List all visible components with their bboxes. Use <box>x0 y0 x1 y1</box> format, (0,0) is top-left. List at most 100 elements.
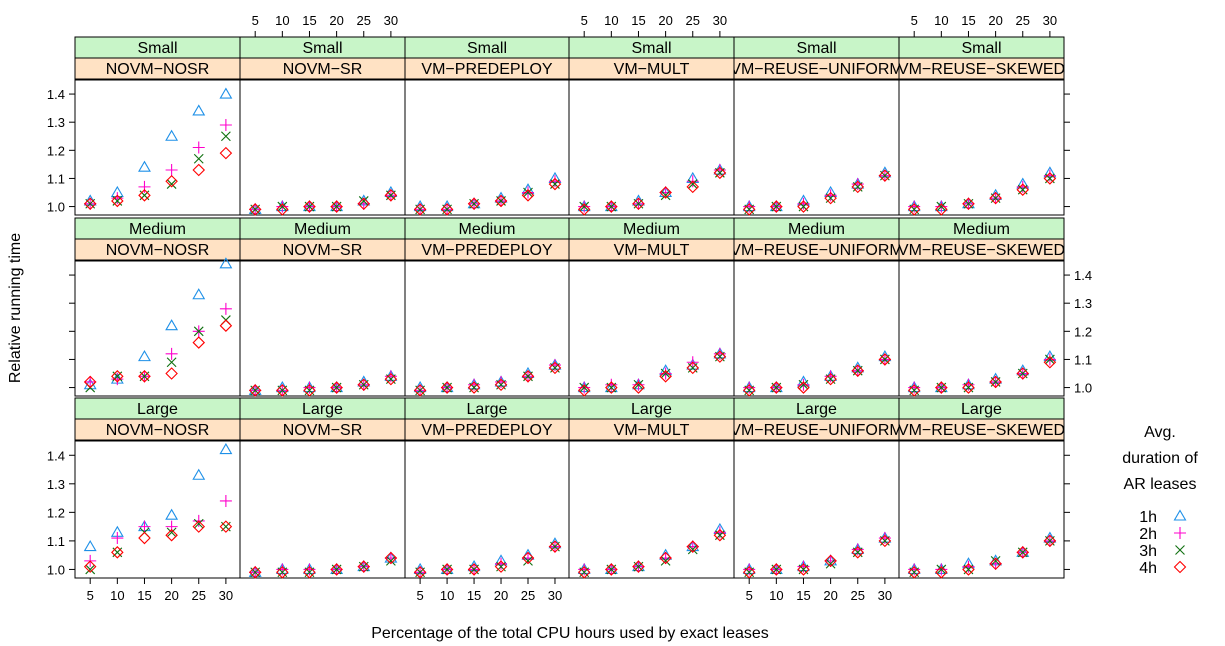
point-4h-x10 <box>440 203 454 216</box>
panel-large-novm-sr: Large NOVM−SR <box>239 397 406 579</box>
panel-frame <box>239 440 406 579</box>
y-tick-label: 1.2 <box>1074 324 1092 339</box>
point-3h-x20 <box>825 558 836 569</box>
size-strip-label: Large <box>631 401 672 418</box>
point-1h-x20 <box>165 319 179 331</box>
point-2h-x25 <box>1016 180 1029 193</box>
point-3h-x5 <box>579 382 590 393</box>
panel-frame <box>733 440 900 579</box>
point-2h-x20 <box>495 375 508 388</box>
point-2h-x30 <box>219 494 232 507</box>
point-4h-x10 <box>605 381 618 394</box>
point-2h-x10 <box>111 192 124 205</box>
point-4h-x25 <box>1016 546 1030 559</box>
point-4h-x5 <box>742 384 756 397</box>
size-strip-label: Medium <box>788 221 845 238</box>
point-4h-x10 <box>770 200 783 213</box>
policy-strip-label: VM−MULT <box>614 422 690 439</box>
y-tick-label: 1.2 <box>47 505 65 520</box>
point-2h-x15 <box>138 180 151 193</box>
y-tick-label: 1.4 <box>1074 268 1092 283</box>
y-tick-label: 1.0 <box>1074 381 1092 396</box>
panel-medium-novm-nosr: Medium NOVM−NOSR <box>74 217 241 397</box>
point-4h-x15 <box>467 563 481 576</box>
policy-strip-label: VM−MULT <box>614 242 690 259</box>
point-3h-x20 <box>166 527 177 538</box>
point-4h-x10 <box>935 381 948 394</box>
policy-strip-label: VM−REUSE−SKEWED <box>898 242 1065 259</box>
point-4h-x20 <box>165 528 178 542</box>
point-2h-x30 <box>219 302 232 315</box>
size-strip-label: Small <box>961 40 1001 57</box>
point-4h-x30 <box>384 372 398 386</box>
point-4h-x20 <box>989 557 1002 571</box>
x-tick-label: 10 <box>110 588 124 603</box>
x-tick-label: 30 <box>219 588 233 603</box>
point-1h-x15 <box>138 350 151 362</box>
point-4h-x5 <box>248 203 262 216</box>
point-1h-x25 <box>192 104 206 116</box>
point-2h-x5 <box>908 200 921 213</box>
point-2h-x5 <box>908 381 921 394</box>
x-tick-label: 20 <box>164 588 178 603</box>
point-2h-x15 <box>138 520 151 533</box>
point-4h-x15 <box>138 531 151 545</box>
panel-large-vm-reuse-skewed: Large VM−REUSE−SKEWED <box>898 397 1065 579</box>
panel-medium-novm-sr: Medium NOVM−SR <box>239 217 406 397</box>
point-2h-x25 <box>522 552 534 565</box>
point-3h-x25 <box>193 518 204 529</box>
point-2h-x25 <box>686 540 699 553</box>
policy-strip-label: NOVM−NOSR <box>106 61 210 78</box>
point-4h-x30 <box>878 353 892 366</box>
panel-frame <box>733 260 900 397</box>
point-2h-x30 <box>713 164 726 176</box>
size-strip-label: Large <box>961 401 1002 418</box>
x-tick-label: 10 <box>934 13 948 28</box>
point-2h-x5 <box>908 563 921 576</box>
point-4h-x25 <box>686 180 700 194</box>
point-4h-x25 <box>851 546 865 559</box>
x-tick-label: 10 <box>604 13 618 28</box>
x-tick-label: 25 <box>357 13 371 28</box>
policy-strip <box>898 57 1065 80</box>
point-2h-x25 <box>851 178 864 191</box>
point-4h-x25 <box>192 336 206 349</box>
panel-small-novm-nosr: Small NOVM−NOSR <box>74 36 241 216</box>
point-2h-x15 <box>962 378 975 391</box>
x-tick-label: 20 <box>494 588 508 603</box>
point-2h-x10 <box>276 563 289 576</box>
panel-frame <box>239 260 406 397</box>
point-4h-x20 <box>330 381 343 394</box>
point-4h-x15 <box>467 197 481 211</box>
point-3h-x30 <box>385 555 396 566</box>
point-4h-x25 <box>1016 367 1030 380</box>
panel-frame <box>239 79 406 216</box>
point-4h-x30 <box>1043 172 1057 185</box>
x-tick-label: 25 <box>851 588 865 603</box>
point-2h-x15 <box>468 378 481 391</box>
point-4h-x20 <box>659 551 672 565</box>
point-4h-x15 <box>797 200 810 213</box>
size-strip-label: Small <box>631 40 671 57</box>
point-3h-x30 <box>1045 354 1055 365</box>
point-4h-x25 <box>521 370 535 383</box>
panel-frame <box>404 79 570 216</box>
point-4h-x5 <box>577 566 591 579</box>
x-tick-label: 10 <box>440 588 454 603</box>
point-4h-x5 <box>413 384 427 397</box>
point-3h-x25 <box>358 196 369 206</box>
point-2h-x25 <box>851 543 864 556</box>
policy-strip-label: VM−MULT <box>614 61 690 78</box>
point-1h-x30 <box>219 87 233 99</box>
y-tick-label: 1.3 <box>47 115 65 130</box>
x-tick-label: 15 <box>302 13 316 28</box>
x-tick-label: 15 <box>961 13 975 28</box>
x-tick-label: 30 <box>1043 13 1057 28</box>
point-4h-x15 <box>303 200 316 213</box>
point-4h-x20 <box>824 554 837 568</box>
point-4h-x15 <box>632 381 645 394</box>
point-4h-x30 <box>219 319 233 332</box>
panel-frame <box>404 260 570 397</box>
point-4h-x20 <box>659 186 672 199</box>
point-2h-x5 <box>84 375 97 388</box>
